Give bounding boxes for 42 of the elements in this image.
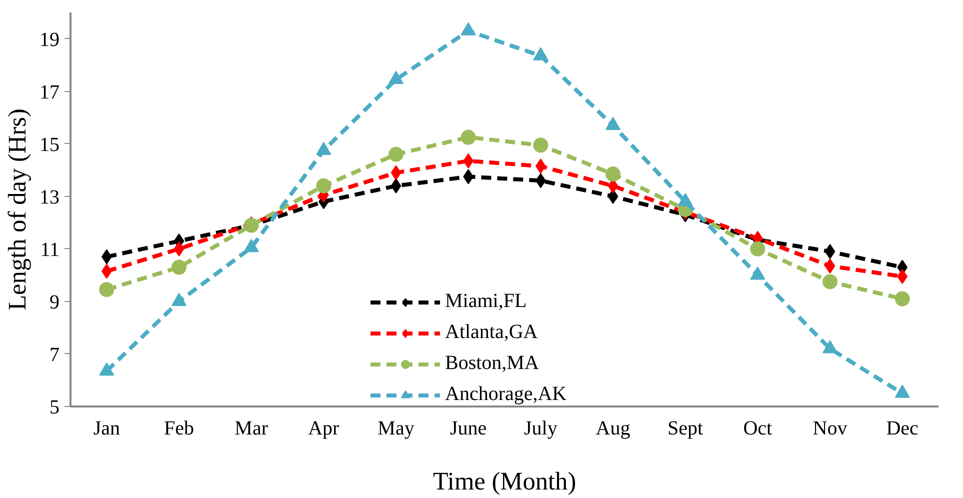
point bbox=[388, 146, 404, 162]
point bbox=[822, 274, 838, 290]
x-tick-label: Aug bbox=[596, 418, 630, 440]
y-tick-label: 13 bbox=[40, 186, 60, 208]
point bbox=[99, 282, 114, 298]
point bbox=[533, 138, 548, 153]
x-tick-label: Feb bbox=[164, 418, 194, 440]
point bbox=[390, 165, 402, 180]
x-tick-label: Sept bbox=[668, 418, 704, 440]
legend-label: Miami,FL bbox=[445, 290, 527, 313]
legend-label: Anchorage,AK bbox=[445, 383, 567, 406]
legend-label: Boston,MA bbox=[445, 352, 539, 375]
y-tick-label: 7 bbox=[50, 344, 60, 366]
x-tick-label: Jan bbox=[93, 418, 120, 440]
x-tick-label: Dec bbox=[886, 418, 919, 440]
y-tick-label: 11 bbox=[40, 238, 60, 261]
x-tick-label: Oct bbox=[743, 418, 773, 440]
point bbox=[606, 166, 620, 182]
point bbox=[824, 244, 836, 260]
point bbox=[460, 130, 476, 145]
y-axis-title: Length of day (Hrs) bbox=[4, 108, 32, 310]
x-axis-title: Time (Month) bbox=[432, 468, 576, 496]
point bbox=[174, 241, 184, 256]
point bbox=[244, 218, 259, 233]
legend-label: Atlanta,GA bbox=[445, 321, 538, 344]
point bbox=[824, 258, 836, 274]
point bbox=[172, 260, 186, 275]
y-tick-label: 19 bbox=[40, 28, 60, 51]
x-tick-label: July bbox=[524, 418, 558, 440]
x-tick-label: Mar bbox=[234, 418, 268, 440]
point bbox=[894, 291, 910, 306]
point bbox=[390, 178, 402, 194]
point bbox=[316, 178, 332, 194]
y-tick-label: 17 bbox=[40, 81, 60, 104]
y-tick-label: 9 bbox=[50, 291, 60, 314]
y-tick-label: 15 bbox=[40, 134, 60, 156]
x-tick-label: Apr bbox=[308, 418, 340, 440]
x-tick-label: May bbox=[378, 418, 414, 440]
y-tick-label: 5 bbox=[50, 396, 60, 418]
point bbox=[750, 241, 766, 256]
x-tick-label: Nov bbox=[812, 418, 848, 440]
x-tick-label: June bbox=[450, 418, 487, 440]
